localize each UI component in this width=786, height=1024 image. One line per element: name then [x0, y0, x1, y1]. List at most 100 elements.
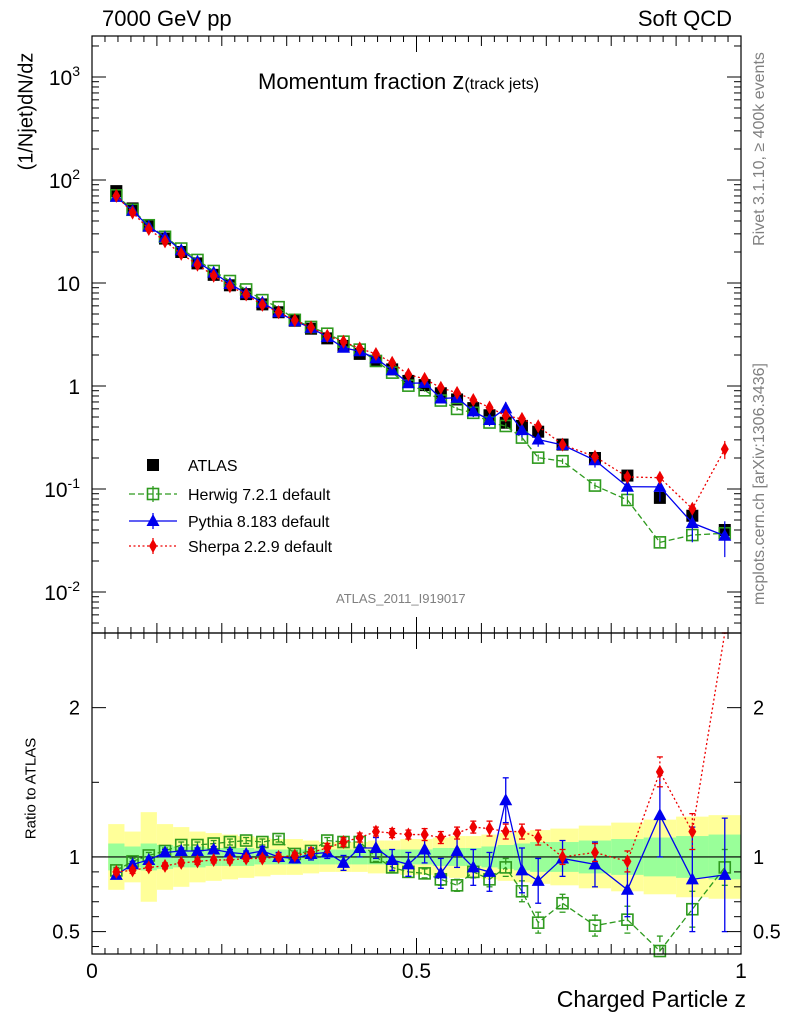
main-point [620, 479, 634, 492]
ratio-point [499, 861, 513, 874]
ratio-point [161, 858, 170, 873]
ratio-point [466, 860, 480, 873]
x-tick-label: 0.5 [402, 960, 431, 983]
x-tick-label: 0 [86, 960, 98, 983]
ratio-point [685, 872, 699, 885]
main-point [623, 469, 632, 484]
main-point [434, 391, 448, 404]
legend: ATLAS Herwig 7.2.1 default Pythia 8.183 de… [129, 458, 333, 556]
main-point [371, 346, 380, 361]
main-point [420, 371, 429, 386]
side-label-upper: Rivet 3.1.10, ≥ 400k events [751, 52, 768, 246]
ratio-point [501, 824, 510, 839]
main-point [466, 404, 480, 417]
legend-marker [146, 514, 160, 526]
ratio-point [418, 867, 431, 880]
series-3-main [112, 188, 729, 516]
main-point [534, 419, 543, 434]
ratio-point [590, 845, 599, 860]
main-point [177, 246, 186, 261]
main-point [450, 402, 464, 416]
ratio-point [174, 843, 188, 856]
ratio-point [323, 840, 332, 855]
main-point [323, 328, 332, 343]
ratio-axis-label: Ratio to ATLAS [22, 737, 40, 840]
series-2-ratio [109, 772, 732, 933]
legend-label: Pythia 8.183 default [188, 514, 330, 531]
ratio-point [371, 824, 380, 839]
ratio-point [142, 852, 156, 865]
ratio-point [223, 845, 237, 858]
main-point [339, 334, 348, 349]
ratio-point [588, 857, 602, 870]
ratio-tick-label: 0.5 [753, 922, 781, 944]
legend-label: Herwig 7.2.1 default [188, 487, 331, 504]
main-point [193, 257, 202, 272]
y-tick-label: 102 [49, 166, 80, 193]
main-point [653, 536, 667, 549]
ratio-point [420, 827, 429, 842]
ratio-point [718, 867, 732, 880]
ratio-point [369, 840, 383, 853]
main-point [517, 411, 526, 426]
legend-label: ATLAS [188, 458, 238, 475]
ratio-tick-label: 2 [69, 698, 80, 720]
main-point [225, 279, 234, 294]
ratio-tick-label: 1 [69, 847, 80, 869]
main-point [685, 516, 699, 529]
ratio-point [655, 764, 664, 779]
ratio-point [193, 854, 202, 869]
ratio-point [274, 849, 283, 864]
ratio-point [339, 835, 348, 850]
y-tick-label: 10 [57, 273, 80, 296]
ratio-point [177, 855, 186, 870]
main-point [242, 287, 251, 302]
main-point [258, 297, 267, 312]
legend-marker [147, 459, 159, 471]
main-point [718, 528, 732, 541]
main-point [274, 305, 283, 320]
y-axis-label: (1/Njet)dN/dz [15, 52, 38, 171]
chart-title-z: z [452, 68, 465, 95]
main-point [388, 355, 397, 370]
main-point [653, 479, 667, 492]
main-point [355, 341, 364, 356]
series-layer [109, 185, 732, 958]
x-axis-label: Charged Particle z [556, 986, 746, 1012]
analysis-tag: ATLAS_2011_I919017 [336, 591, 466, 606]
ratio-point [404, 827, 413, 842]
main-point [161, 234, 170, 249]
ratio-point [558, 849, 567, 864]
y-tick-label: 10-2 [44, 578, 80, 605]
main-point [469, 392, 478, 407]
ratio-point [128, 863, 137, 878]
header-left: 7000 GeV pp [102, 6, 232, 31]
ratio-point [450, 879, 464, 892]
main-point [590, 449, 599, 464]
ratio-frame [91, 632, 742, 955]
ratio-point [450, 843, 464, 856]
side-label-lower: mcplots.cern.ch [arXiv:1306.3436] [751, 363, 768, 605]
ratio-point [158, 845, 172, 858]
ratio-point [531, 873, 545, 886]
ratio-point [355, 830, 364, 845]
main-point [307, 320, 316, 335]
legend-marker [149, 539, 157, 553]
chart-title: Momentum fraction z(track jets) [258, 68, 539, 96]
main-point [588, 479, 602, 492]
main-point [531, 451, 545, 464]
ratio-point [209, 852, 218, 867]
ratio-point [255, 843, 269, 856]
main-point [404, 367, 413, 382]
ratio-point [485, 821, 494, 836]
ratio-point [534, 830, 543, 845]
x-tick-label: 1 [735, 960, 747, 983]
ratio-point [469, 820, 478, 835]
main-point [290, 313, 299, 328]
series-0-main [110, 185, 731, 536]
ratio-point [239, 834, 253, 847]
ratio-point [499, 793, 513, 806]
legend-label: Sherpa 2.2.9 default [188, 539, 333, 556]
ratio-point [620, 882, 634, 895]
